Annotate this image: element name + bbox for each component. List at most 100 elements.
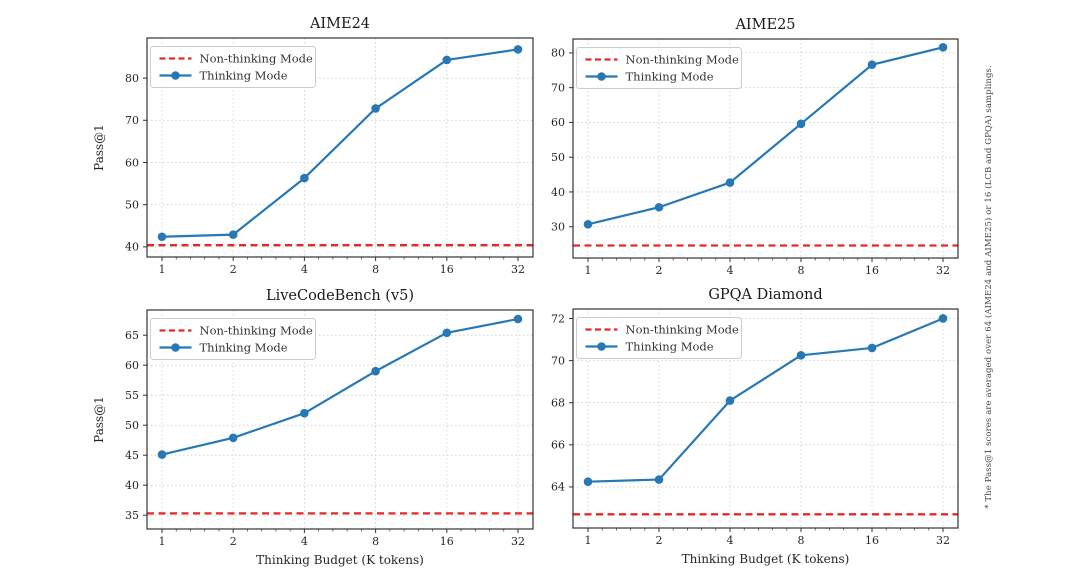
chart-title: GPQA Diamond bbox=[708, 287, 822, 303]
legend-nonthinking-label: Non-thinking Mode bbox=[626, 323, 740, 337]
legend-thinking-marker bbox=[597, 342, 606, 351]
data-point-marker bbox=[157, 450, 167, 459]
data-point-marker bbox=[513, 45, 523, 54]
data-point-marker bbox=[867, 343, 877, 353]
chart-title: AIME24 bbox=[309, 16, 370, 32]
legend-box bbox=[150, 318, 316, 360]
y-tick-label: 45 bbox=[125, 449, 139, 462]
legend-thinking-label: Thinking Mode bbox=[626, 340, 714, 354]
x-tick-label: 32 bbox=[936, 534, 950, 547]
data-point-marker bbox=[300, 173, 309, 183]
legend-nonthinking-label: Non-thinking Mode bbox=[626, 53, 740, 67]
y-tick-label: 80 bbox=[551, 47, 565, 60]
legend-nonthinking-label: Non-thinking Mode bbox=[200, 324, 314, 338]
y-tick-label: 50 bbox=[125, 198, 139, 211]
legend-thinking-marker bbox=[171, 71, 180, 80]
x-tick-label: 1 bbox=[159, 535, 166, 548]
data-point-marker bbox=[371, 104, 380, 113]
data-point-marker bbox=[583, 219, 593, 229]
x-tick-label: 8 bbox=[798, 534, 805, 547]
y-tick-label: 40 bbox=[125, 479, 139, 492]
plot-border bbox=[572, 308, 959, 529]
x-tick-label: 2 bbox=[230, 263, 237, 276]
legend: Non-thinking Mode Thinking Mode bbox=[150, 318, 316, 360]
y-axis-label: Pass@1 bbox=[92, 124, 106, 171]
data-point-marker bbox=[654, 475, 664, 484]
x-tick-label: 8 bbox=[372, 263, 379, 276]
plot-border bbox=[572, 38, 959, 259]
data-point-marker bbox=[725, 396, 735, 405]
x-tick-label: 16 bbox=[440, 263, 454, 276]
data-point-marker bbox=[442, 55, 452, 65]
legend-nonthinking-label: Non-thinking Mode bbox=[200, 52, 314, 66]
y-tick-label: 66 bbox=[551, 439, 565, 452]
y-tick-label: 40 bbox=[551, 186, 565, 199]
thinking-series-line bbox=[587, 46, 944, 226]
x-tick-label: 1 bbox=[159, 263, 166, 276]
data-point-marker bbox=[725, 178, 735, 187]
legend-thinking-label: Thinking Mode bbox=[200, 341, 288, 355]
chart-livecodebench: 1 2 4 8 16 32 35 40 45 50 55 60 65 LiveCodeBench (v5)… bbox=[92, 288, 534, 567]
y-tick-label: 72 bbox=[551, 312, 565, 325]
data-point-marker bbox=[796, 351, 806, 360]
data-point-marker bbox=[513, 314, 523, 324]
data-point-marker bbox=[796, 119, 806, 129]
legend-thinking-marker bbox=[597, 72, 606, 81]
y-tick-label: 50 bbox=[125, 419, 139, 432]
chart-aime24: 1 2 4 8 16 32 40 50 60 70 80 AIME24 Pass@1 Non-thinki… bbox=[92, 16, 534, 276]
x-axis-label: Thinking Budget (K tokens) bbox=[256, 553, 424, 567]
x-tick-label: 8 bbox=[372, 535, 379, 548]
thinking-series-line bbox=[161, 48, 519, 238]
plot-border bbox=[146, 309, 534, 530]
data-point-marker bbox=[583, 477, 593, 486]
legend: Non-thinking Mode Thinking Mode bbox=[576, 47, 742, 89]
data-point-marker bbox=[157, 232, 167, 242]
legend-box bbox=[150, 46, 316, 88]
x-tick-label: 4 bbox=[301, 535, 308, 548]
y-tick-label: 60 bbox=[125, 359, 139, 372]
y-tick-label: 70 bbox=[551, 81, 565, 94]
x-tick-label: 2 bbox=[656, 264, 663, 277]
sampling-footnote: * The Pass@1 scores are averaged over 64… bbox=[984, 65, 994, 509]
y-tick-label: 40 bbox=[125, 241, 139, 254]
x-tick-label: 32 bbox=[511, 535, 525, 548]
legend-thinking-marker bbox=[171, 343, 180, 352]
y-tick-label: 60 bbox=[551, 116, 565, 129]
x-tick-label: 1 bbox=[585, 264, 592, 277]
plot-border bbox=[146, 37, 534, 258]
x-tick-label: 2 bbox=[656, 534, 663, 547]
x-tick-label: 4 bbox=[727, 534, 734, 547]
y-tick-label: 50 bbox=[551, 151, 565, 164]
x-axis-label: Thinking Budget (K tokens) bbox=[682, 552, 850, 566]
legend: Non-thinking Mode Thinking Mode bbox=[576, 317, 742, 359]
x-tick-label: 2 bbox=[230, 535, 237, 548]
x-tick-label: 16 bbox=[865, 264, 879, 277]
y-tick-label: 64 bbox=[551, 481, 565, 494]
legend-thinking-label: Thinking Mode bbox=[626, 70, 714, 84]
chart-aime25: 1 2 4 8 16 32 30 40 50 60 70 80 AIME25 Non-thinking M… bbox=[551, 17, 959, 277]
thinking-series-line bbox=[161, 317, 519, 456]
y-tick-label: 35 bbox=[125, 509, 139, 522]
y-tick-label: 70 bbox=[551, 354, 565, 367]
x-tick-label: 32 bbox=[936, 264, 950, 277]
legend-box bbox=[576, 317, 742, 359]
x-tick-label: 1 bbox=[585, 534, 592, 547]
data-point-marker bbox=[938, 314, 948, 323]
legend-thinking-label: Thinking Mode bbox=[200, 69, 288, 83]
data-point-marker bbox=[228, 433, 238, 443]
data-point-marker bbox=[300, 408, 309, 418]
y-tick-label: 55 bbox=[125, 389, 139, 402]
data-point-marker bbox=[654, 202, 664, 212]
data-point-marker bbox=[442, 328, 452, 338]
legend: Non-thinking Mode Thinking Mode bbox=[150, 46, 316, 88]
y-tick-label: 30 bbox=[551, 221, 565, 234]
y-tick-label: 70 bbox=[125, 114, 139, 127]
x-tick-label: 8 bbox=[798, 264, 805, 277]
thinking-series-line bbox=[587, 317, 944, 483]
chart-title: LiveCodeBench (v5) bbox=[266, 288, 414, 304]
y-tick-label: 60 bbox=[125, 156, 139, 169]
data-point-marker bbox=[938, 43, 948, 52]
y-tick-label: 65 bbox=[125, 329, 139, 342]
